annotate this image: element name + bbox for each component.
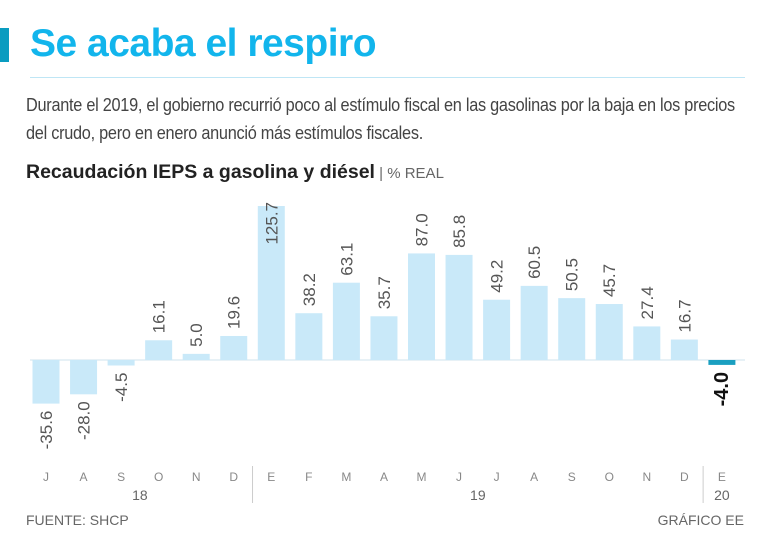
source-note: FUENTE: SHCP (26, 512, 129, 528)
data-label: 63.1 (337, 243, 356, 276)
year-label: 20 (714, 487, 730, 503)
data-label: 125.7 (262, 202, 281, 245)
month-label: S (568, 470, 576, 484)
month-label: N (642, 470, 651, 484)
bar (633, 326, 661, 360)
year-label: 18 (132, 487, 148, 503)
bar (70, 360, 98, 395)
bar (408, 253, 435, 360)
bar (107, 360, 135, 366)
data-label: 38.2 (300, 273, 319, 306)
chart-title-text: Recaudación IEPS a gasolina y diésel (26, 161, 375, 183)
month-label: S (117, 470, 125, 484)
month-label: M (417, 470, 427, 484)
bar (670, 339, 698, 360)
data-label: -4.5 (112, 373, 131, 402)
month-label: A (530, 470, 538, 484)
data-label: 85.8 (450, 215, 469, 248)
bar (182, 353, 210, 360)
chart-unit: | % REAL (374, 165, 444, 182)
month-label: E (718, 470, 726, 484)
bar (332, 282, 360, 360)
data-label: 16.7 (675, 299, 694, 332)
data-label: 27.4 (638, 286, 657, 319)
data-label: 19.6 (225, 296, 244, 329)
bar (220, 335, 248, 360)
data-label: 16.1 (150, 300, 169, 333)
bar (520, 285, 548, 360)
month-label: F (305, 470, 312, 484)
data-label: 60.5 (525, 246, 544, 279)
data-label: 45.7 (600, 264, 619, 297)
month-label: O (605, 470, 614, 484)
data-label: 5.0 (187, 323, 206, 347)
month-label: A (80, 470, 88, 484)
month-label: D (680, 470, 689, 484)
bar (483, 299, 511, 360)
bar (145, 340, 173, 360)
data-label: 49.2 (488, 260, 507, 293)
month-label: D (229, 470, 238, 484)
month-label: M (341, 470, 351, 484)
bar (32, 360, 60, 404)
data-label: -4.0 (711, 372, 733, 406)
bar (595, 304, 623, 360)
month-label: J (43, 470, 49, 484)
bar (708, 360, 736, 365)
description: Durante el 2019, el gobierno recurrió po… (26, 94, 735, 143)
month-label: O (154, 470, 163, 484)
bar (558, 298, 586, 360)
data-label: 35.7 (375, 276, 394, 309)
credit-note: GRÁFICO EE (657, 512, 744, 528)
data-label: 50.5 (563, 258, 582, 291)
month-label: J (494, 470, 500, 484)
title-divider (30, 77, 745, 78)
chart-title: Recaudación IEPS a gasolina y diésel | %… (26, 161, 444, 184)
month-label: E (267, 470, 275, 484)
data-label: -35.6 (37, 411, 56, 450)
month-label: N (192, 470, 201, 484)
data-label: -28.0 (75, 401, 94, 440)
month-label: A (380, 470, 388, 484)
page-title: Se acaba el respiro (30, 22, 377, 65)
year-label: 19 (470, 487, 486, 503)
bar (295, 313, 323, 360)
month-label: J (456, 470, 462, 484)
bar (370, 316, 398, 360)
title-accent-bar (0, 28, 9, 62)
bar (445, 254, 473, 360)
data-label: 87.0 (413, 213, 432, 246)
bar (257, 206, 285, 360)
